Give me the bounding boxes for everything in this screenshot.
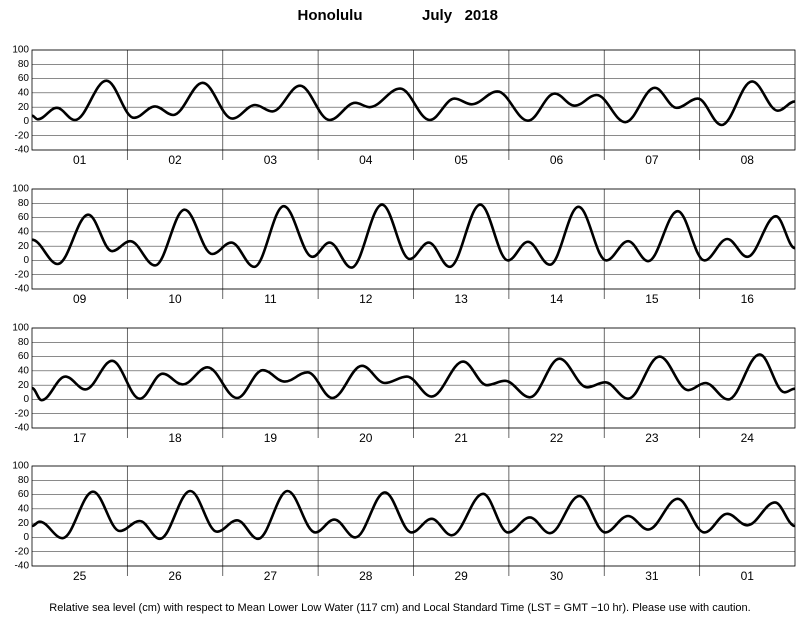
y-tick-label: 0 [23, 255, 29, 266]
day-label: 01 [73, 153, 87, 167]
day-label: 08 [741, 153, 755, 167]
y-tick-label: 80 [18, 59, 30, 70]
day-label: 22 [550, 431, 564, 445]
day-label: 30 [550, 569, 564, 583]
plot-frame [31, 465, 796, 567]
y-tick-label: -20 [15, 269, 30, 280]
day-label: 25 [73, 569, 87, 583]
day-label: 17 [73, 431, 87, 445]
y-tick-label: 20 [18, 518, 30, 529]
day-label: 16 [741, 292, 755, 306]
day-label: 06 [550, 153, 564, 167]
y-tick-label: 100 [12, 323, 29, 334]
plot-frame [31, 327, 796, 429]
day-label: 09 [73, 292, 87, 306]
tide-line [31, 203, 796, 269]
day-label: 03 [264, 153, 278, 167]
y-tick-label: -40 [15, 423, 30, 434]
day-label: 20 [359, 431, 373, 445]
day-label: 04 [359, 153, 373, 167]
day-label: 10 [168, 292, 182, 306]
y-tick-label: 0 [23, 394, 29, 405]
day-label: 26 [168, 569, 182, 583]
chart-title: Honolulu [298, 7, 363, 24]
y-tick-label: 20 [18, 380, 30, 391]
y-tick-label: 0 [23, 116, 29, 127]
day-label: 28 [359, 569, 373, 583]
y-tick-label: 40 [18, 503, 30, 514]
y-tick-label: 40 [18, 87, 30, 98]
day-label: 18 [168, 431, 182, 445]
y-tick-label: 40 [18, 365, 30, 376]
y-tick-label: 60 [18, 212, 30, 223]
chart-period: July 2018 [422, 7, 498, 24]
day-label: 01 [741, 569, 755, 583]
y-tick-label: 100 [12, 184, 29, 195]
day-label: 07 [645, 153, 659, 167]
day-label: 14 [550, 292, 564, 306]
y-tick-label: 20 [18, 241, 30, 252]
day-label: 15 [645, 292, 659, 306]
y-tick-label: 100 [12, 461, 29, 472]
y-tick-label: 40 [18, 226, 30, 237]
day-label: 23 [645, 431, 659, 445]
y-tick-label: -40 [15, 561, 30, 572]
plot-frame [31, 49, 796, 151]
day-label: 11 [264, 292, 277, 306]
y-tick-label: -20 [15, 408, 30, 419]
y-tick-label: 80 [18, 337, 30, 348]
y-tick-label: 20 [18, 102, 30, 113]
y-tick-label: 60 [18, 489, 30, 500]
day-label: 19 [264, 431, 278, 445]
y-tick-label: -40 [15, 284, 30, 295]
tide-line [31, 489, 796, 541]
y-tick-label: -20 [15, 546, 30, 557]
y-tick-label: 80 [18, 475, 30, 486]
day-label: 31 [645, 569, 659, 583]
tide-line [31, 79, 796, 127]
day-label: 13 [455, 292, 469, 306]
y-tick-label: -20 [15, 130, 30, 141]
y-tick-label: 60 [18, 73, 30, 84]
day-label: 24 [741, 431, 755, 445]
tide-line [31, 353, 796, 402]
day-label: 02 [168, 153, 182, 167]
y-tick-label: 80 [18, 198, 30, 209]
y-tick-label: 100 [12, 45, 29, 56]
day-label: 29 [455, 569, 469, 583]
y-tick-label: 60 [18, 351, 30, 362]
day-label: 27 [264, 569, 278, 583]
y-tick-label: 0 [23, 532, 29, 543]
day-label: 12 [359, 292, 373, 306]
day-label: 05 [455, 153, 469, 167]
day-label: 21 [455, 431, 469, 445]
footnote: Relative sea level (cm) with respect to … [49, 602, 750, 614]
y-tick-label: -40 [15, 145, 30, 156]
